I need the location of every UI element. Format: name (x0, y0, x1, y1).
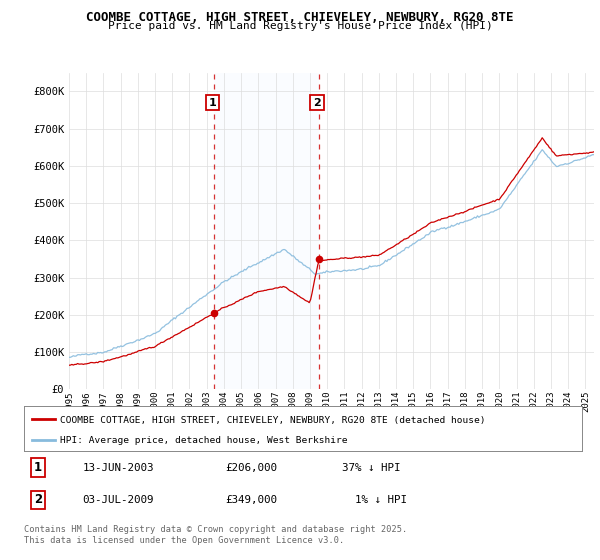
Text: £349,000: £349,000 (225, 495, 277, 505)
Text: 1% ↓ HPI: 1% ↓ HPI (342, 495, 407, 505)
Text: 03-JUL-2009: 03-JUL-2009 (83, 495, 154, 505)
Text: 13-JUN-2003: 13-JUN-2003 (83, 463, 154, 473)
Text: 2: 2 (34, 493, 42, 506)
Text: 1: 1 (209, 97, 217, 108)
Text: 2: 2 (313, 97, 321, 108)
Text: 1: 1 (34, 461, 42, 474)
Text: COOMBE COTTAGE, HIGH STREET, CHIEVELEY, NEWBURY, RG20 8TE (detached house): COOMBE COTTAGE, HIGH STREET, CHIEVELEY, … (60, 416, 486, 425)
Bar (214, 73, 319, 389)
Text: 37% ↓ HPI: 37% ↓ HPI (342, 463, 401, 473)
Text: £206,000: £206,000 (225, 463, 277, 473)
Text: Contains HM Land Registry data © Crown copyright and database right 2025.
This d: Contains HM Land Registry data © Crown c… (24, 525, 407, 545)
Text: Price paid vs. HM Land Registry's House Price Index (HPI): Price paid vs. HM Land Registry's House … (107, 21, 493, 31)
Text: HPI: Average price, detached house, West Berkshire: HPI: Average price, detached house, West… (60, 436, 348, 445)
Text: COOMBE COTTAGE, HIGH STREET, CHIEVELEY, NEWBURY, RG20 8TE: COOMBE COTTAGE, HIGH STREET, CHIEVELEY, … (86, 11, 514, 24)
